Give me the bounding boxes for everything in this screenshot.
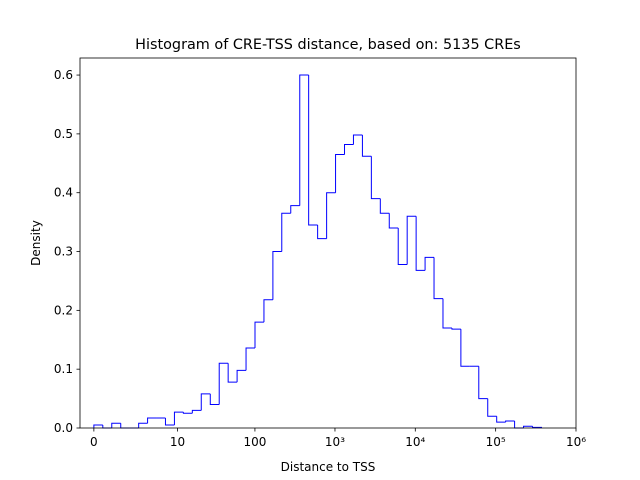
histogram-step [379,198,390,214]
x-axis-label: Distance to TSS [281,460,376,474]
histogram-step [191,409,202,414]
histogram-step [370,156,381,200]
histogram-step [281,212,291,252]
histogram-step [433,257,443,300]
y-tick-label: 0.1 [54,362,73,376]
histogram-step [406,215,417,265]
y-tick-label: 0.4 [54,186,73,200]
histogram-step [523,425,533,428]
histogram-step [308,75,318,226]
histogram-step [361,135,372,157]
histogram-step [209,393,220,405]
histogram-step [227,363,238,383]
histogram-step [138,422,148,428]
x-tick-label: 10³ [325,435,345,449]
chart-title: Histogram of CRE-TSS distance, based on:… [135,37,521,53]
y-tick-label: 0.3 [54,245,73,259]
y-tick-label: 0.0 [54,421,73,435]
x-tick-label: 10⁶ [566,435,586,449]
histogram-step [388,213,399,229]
histogram-step [272,251,282,300]
histogram-step [326,192,336,239]
histogram-step [415,216,426,271]
y-tick-label: 0.2 [54,303,73,317]
histogram-step [245,347,255,371]
histogram-step [173,411,184,426]
histogram-step [263,299,273,323]
histogram-step [487,398,497,417]
histogram-step [478,366,488,400]
histogram-step [164,418,175,426]
histogram-step [236,369,247,383]
histogram-step [514,420,524,429]
histogram-step [335,153,345,193]
histogram-step [182,412,193,414]
y-axis-label: Density [29,220,43,266]
histogram-step [344,143,354,155]
histogram-step [317,225,327,240]
x-tick-label: 10 [170,435,185,449]
histogram-step [147,417,157,424]
histogram-step [424,256,435,271]
histogram-step [102,425,112,429]
x-tick-label: 10⁴ [405,435,425,449]
histogram-step [505,420,515,423]
x-tick-label: 100 [243,435,266,449]
histogram-step [352,134,363,145]
histogram-step [299,74,309,206]
y-tick-label: 0.5 [54,127,73,141]
x-tick-label: 0 [90,435,98,449]
histogram-step [254,321,264,348]
histogram-step [120,423,130,429]
histogram-step [218,362,229,405]
y-tick-label: 0.6 [54,68,73,82]
histogram-step [111,422,121,428]
x-tick-label: 10⁵ [486,435,506,449]
histogram-step [397,228,408,265]
plot-frame [79,57,577,429]
histogram-step [496,416,506,423]
histogram-step [290,205,300,214]
histogram-step [93,424,103,428]
histogram-step [460,329,470,367]
histogram-step [451,328,461,330]
histogram-step [442,298,452,329]
histogram-step [200,393,211,411]
